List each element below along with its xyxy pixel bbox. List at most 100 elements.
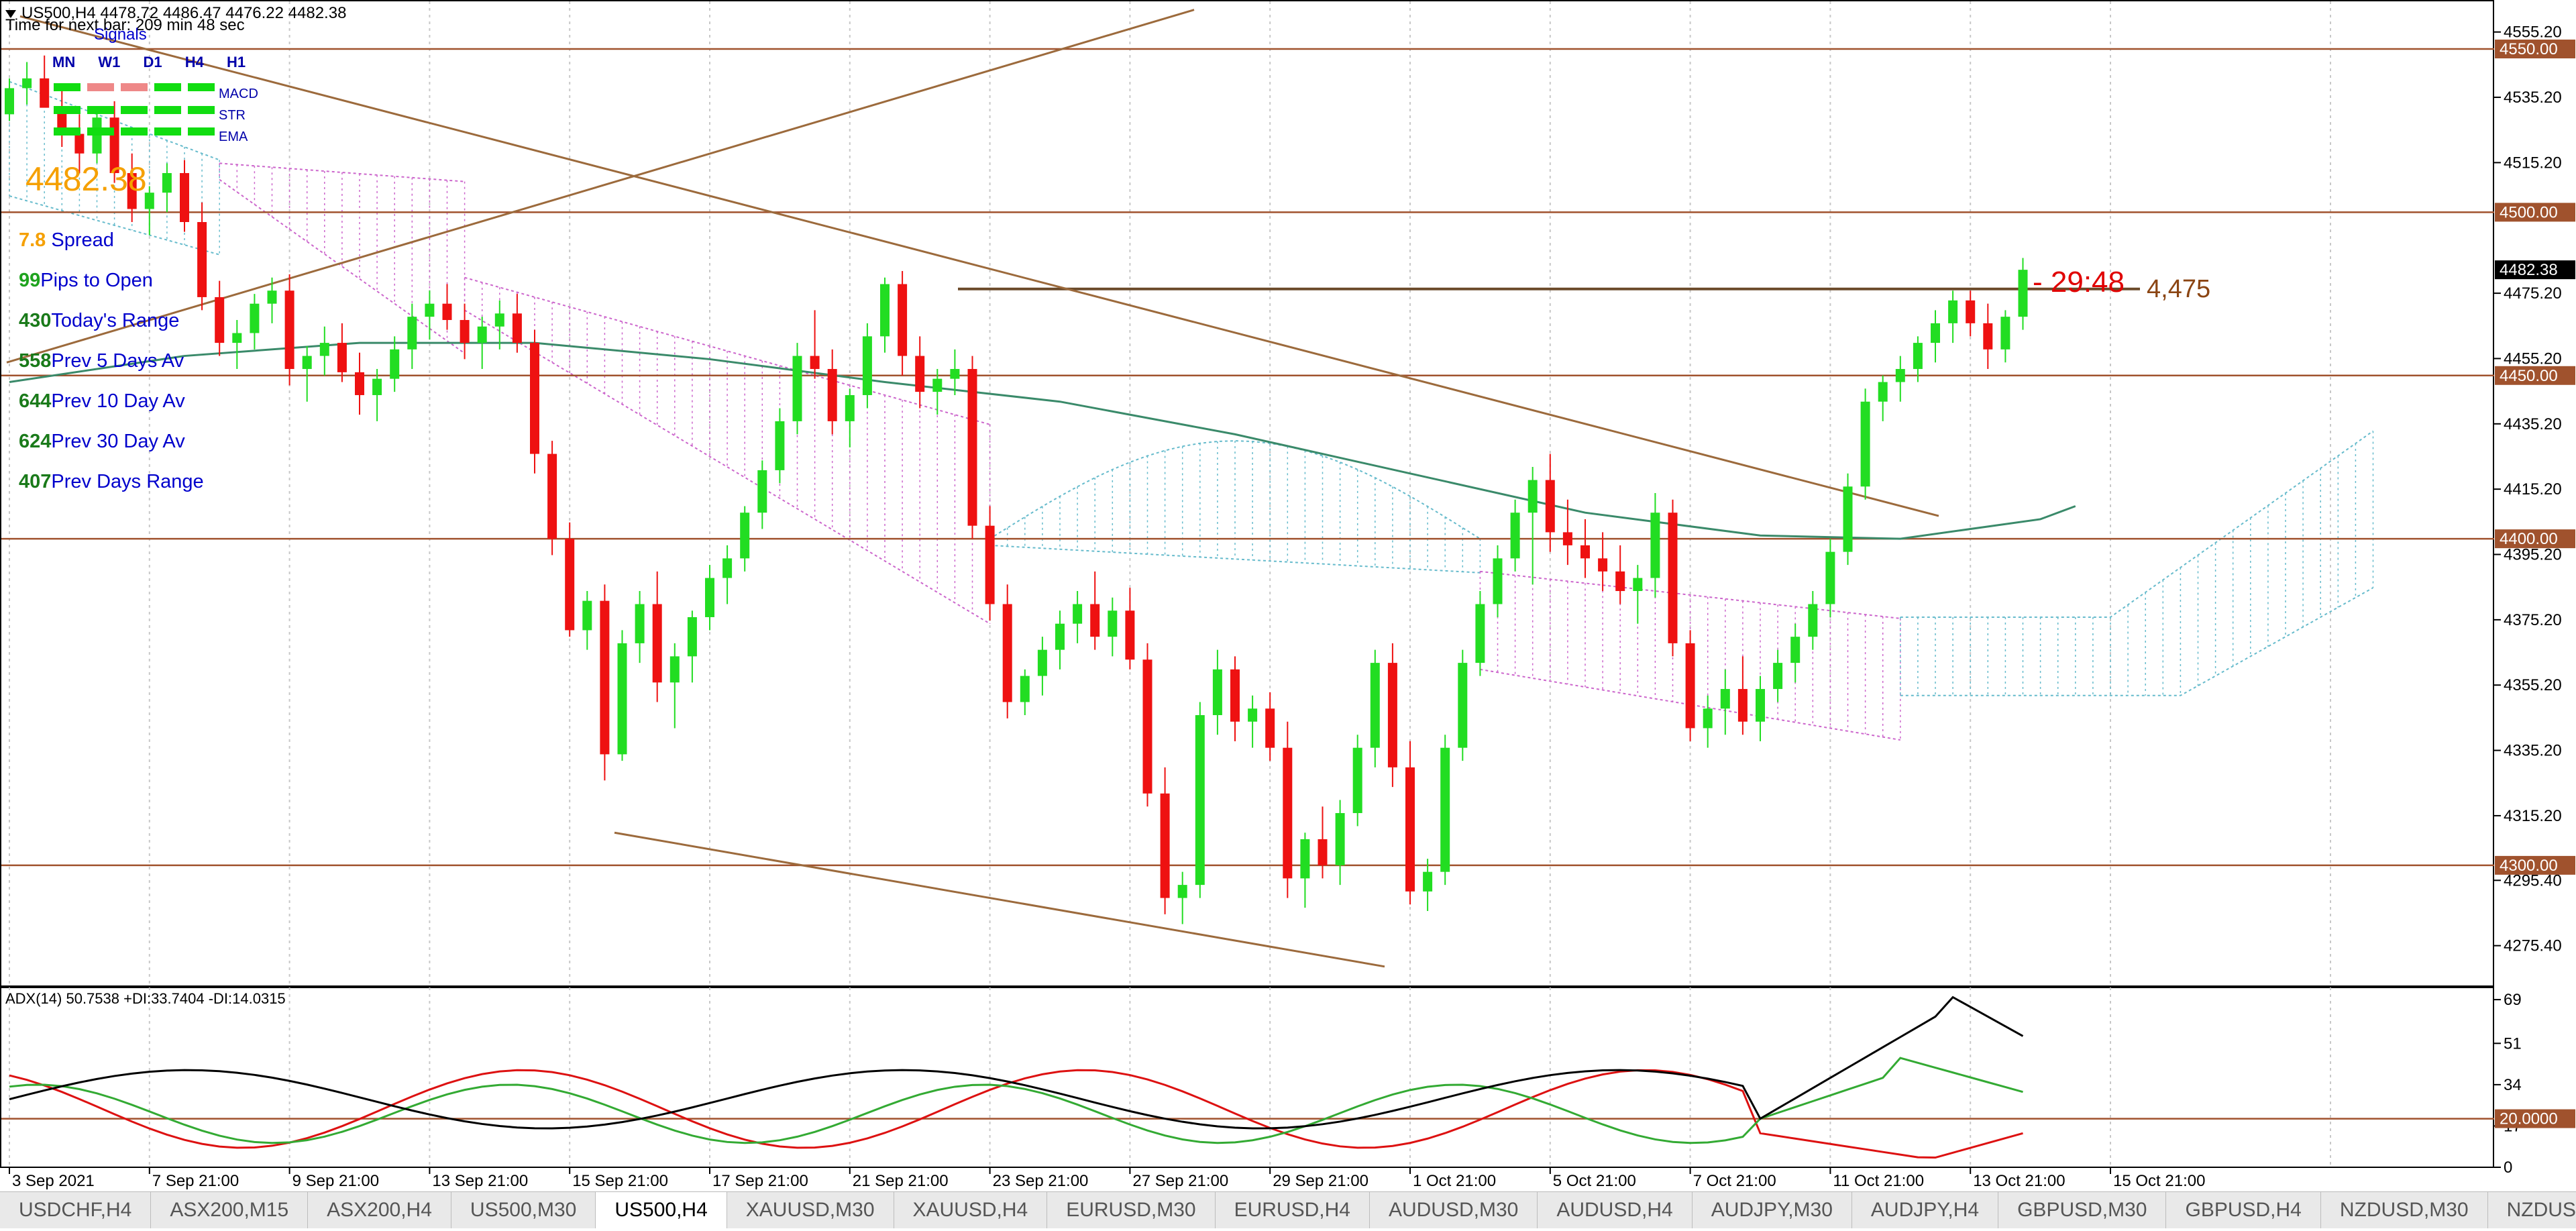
chart-tab[interactable]: AUDJPY,M30 [1693, 1192, 1852, 1228]
chart-tab[interactable]: XAUUSD,H4 [894, 1192, 1048, 1228]
candle-body [1248, 708, 1258, 722]
candle-body [547, 453, 557, 539]
level-tag: 4500.00 [2500, 203, 2558, 221]
price-tick-label: 4415.20 [2504, 480, 2562, 498]
candle-body [5, 88, 14, 115]
time-label: 1 Oct 21:00 [1413, 1172, 1496, 1190]
signal-box [154, 83, 181, 91]
current-price-tag-bg [2495, 260, 2575, 280]
price-tick-label: 4515.20 [2504, 154, 2562, 172]
time-label: 11 Oct 21:00 [1833, 1172, 1924, 1190]
candle-body [1737, 689, 1748, 722]
signal-box [87, 127, 114, 136]
level-tag: 4450.00 [2500, 367, 2558, 385]
candle-body [302, 356, 312, 370]
chart-tab[interactable]: GBPUSD,M30 [1998, 1192, 2167, 1228]
price-tick-label: 4455.20 [2504, 350, 2562, 368]
adx-line [9, 996, 2024, 1130]
chart-tab[interactable]: AUDUSD,M30 [1370, 1192, 1538, 1228]
candle-body [1493, 558, 1503, 604]
signal-box [154, 106, 181, 114]
candle-body [1580, 545, 1590, 559]
level-tag-bg [2495, 366, 2575, 385]
candle-body [862, 336, 872, 395]
stat-row: 407Prev Days Range [19, 462, 204, 502]
candle-body [932, 378, 943, 392]
candle-body [407, 317, 417, 350]
chart-tab[interactable]: AUDJPY,H4 [1852, 1192, 1999, 1228]
candle-body [57, 107, 67, 134]
candle-body [1790, 637, 1801, 663]
candle-body [355, 372, 364, 395]
candle-body [669, 656, 680, 683]
candle-body [1440, 747, 1450, 872]
chart-tab[interactable]: AUDUSD,H4 [1538, 1192, 1693, 1228]
candle-body [197, 221, 207, 297]
stat-value: 430 [19, 310, 52, 331]
candle-body [652, 604, 662, 683]
candle-body [1475, 604, 1485, 663]
chart-tab[interactable]: EURUSD,M30 [1047, 1192, 1216, 1228]
price-tick-label: 4275.40 [2504, 937, 2562, 955]
candle-body [705, 578, 714, 617]
candle-body [40, 78, 50, 108]
candle-body [1073, 604, 1083, 624]
adx-tick-label: 51 [2504, 1034, 2522, 1053]
chart-tab[interactable]: ASX200,M15 [151, 1192, 309, 1228]
time-label: 27 Sep 21:00 [1132, 1172, 1228, 1190]
level-tag-bg [2495, 855, 2575, 875]
level-tag-bg [2495, 40, 2575, 59]
stat-label: Prev 30 Day Av [51, 431, 185, 452]
current-price-tag: 4482.38 [2500, 261, 2558, 279]
time-label: 5 Oct 21:00 [1553, 1172, 1636, 1190]
candle-body [1633, 578, 1643, 592]
adx-tick-label: 0 [2504, 1159, 2512, 1177]
stat-value: 558 [19, 350, 52, 372]
chart-tab[interactable]: NZDUSD,H4 [2488, 1192, 2576, 1228]
lower-channel-line [614, 831, 1385, 968]
chart-tab[interactable]: XAUUSD,M30 [727, 1192, 894, 1228]
candle-body [617, 643, 627, 755]
candle-body [250, 303, 260, 333]
stat-row: 99Pips to Open [19, 260, 204, 301]
candle-body [390, 349, 400, 379]
candle-body [792, 356, 802, 421]
level-tag: 4550.00 [2500, 40, 2558, 58]
cloud-bull-future [1900, 430, 2374, 696]
candle-body [1562, 532, 1572, 545]
time-label: 7 Sep 21:00 [152, 1172, 239, 1190]
chart-tab[interactable]: ASX200,H4 [308, 1192, 451, 1228]
stat-value: 644 [19, 390, 52, 412]
chart-tab[interactable]: GBPUSD,H4 [2166, 1192, 2321, 1228]
candle-body [22, 78, 32, 89]
indicator-ema: EMA [219, 129, 248, 144]
time-label: 7 Oct 21:00 [1693, 1172, 1776, 1190]
candle-body [1703, 708, 1713, 729]
candle-body [1318, 839, 1328, 865]
chart-tab[interactable]: US500,M30 [451, 1192, 596, 1228]
candle-body [740, 513, 750, 559]
time-label: 17 Sep 21:00 [712, 1172, 808, 1190]
candle-body [600, 600, 610, 755]
chart-tab[interactable]: US500,H4 [596, 1192, 727, 1228]
candle-body [1108, 610, 1118, 637]
signal-box [121, 127, 148, 136]
chart-tab[interactable]: NZDUSD,M30 [2321, 1192, 2488, 1228]
candle-body [372, 378, 382, 395]
time-label: 29 Sep 21:00 [1273, 1172, 1368, 1190]
candle-body [1230, 669, 1240, 722]
chart-menu-icon[interactable] [5, 9, 16, 18]
candle-body [1843, 486, 1853, 552]
stat-row: 558Prev 5 Days Av [19, 341, 204, 381]
candle-body [284, 290, 294, 370]
candle-body [1458, 663, 1468, 748]
time-label: 15 Oct 21:00 [2113, 1172, 2205, 1190]
price-tick-label: 4555.20 [2504, 23, 2562, 42]
candle-body [1808, 604, 1818, 637]
chart-tab[interactable]: USDCHF,H4 [0, 1192, 152, 1228]
candle-body [425, 303, 435, 317]
candle-body [1002, 604, 1012, 702]
chart-tab[interactable]: EURUSD,H4 [1216, 1192, 1370, 1228]
